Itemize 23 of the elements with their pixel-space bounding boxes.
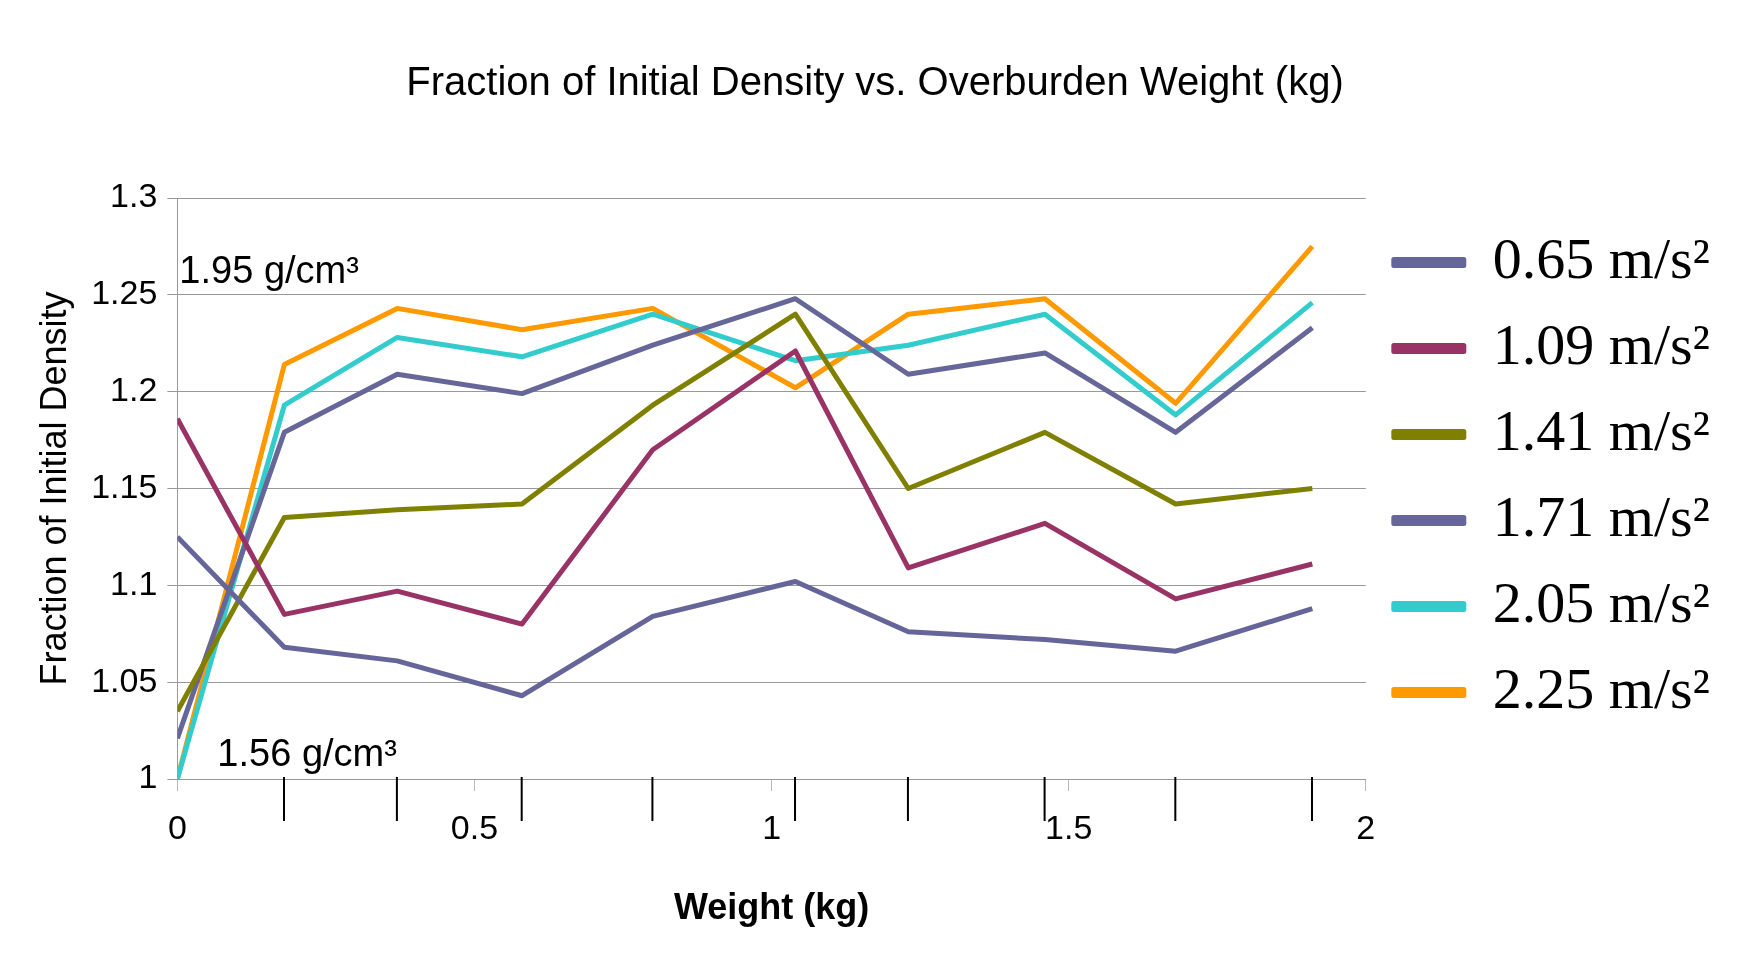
legend-label: 2.05 m/s² xyxy=(1492,569,1711,635)
legend-label: 1.41 m/s² xyxy=(1492,397,1711,463)
y-tick-label: 1.3 xyxy=(110,176,158,215)
x-tick-label: 1.5 xyxy=(1045,807,1093,846)
legend-label: 1.09 m/s² xyxy=(1492,311,1711,377)
x-axis-title: Weight (kg) xyxy=(673,886,870,928)
legend-label: 0.65 m/s² xyxy=(1492,225,1711,291)
x-tick-label: 2 xyxy=(1356,807,1376,846)
annotation: 1.95 g/cm³ xyxy=(179,249,359,292)
chart-title: Fraction of Initial Density vs. Overburden Weight (kg) xyxy=(406,59,1344,104)
legend-label: 1.71 m/s² xyxy=(1492,483,1711,549)
y-axis-title: Fraction of Initial Density xyxy=(32,291,74,686)
x-tick-label: 0.5 xyxy=(450,807,499,846)
x-tick-label: 1 xyxy=(762,807,782,846)
y-tick-label: 1 xyxy=(138,757,158,796)
y-tick-label: 1.15 xyxy=(91,466,158,505)
x-tick-label: 0 xyxy=(167,807,187,846)
y-tick-label: 1.1 xyxy=(110,563,158,602)
legend-label: 2.25 m/s² xyxy=(1492,655,1711,721)
y-tick-label: 1.25 xyxy=(91,273,158,312)
y-tick-label: 1.2 xyxy=(110,370,158,409)
annotation: 1.56 g/cm³ xyxy=(217,732,397,775)
y-tick-label: 1.05 xyxy=(91,660,158,699)
